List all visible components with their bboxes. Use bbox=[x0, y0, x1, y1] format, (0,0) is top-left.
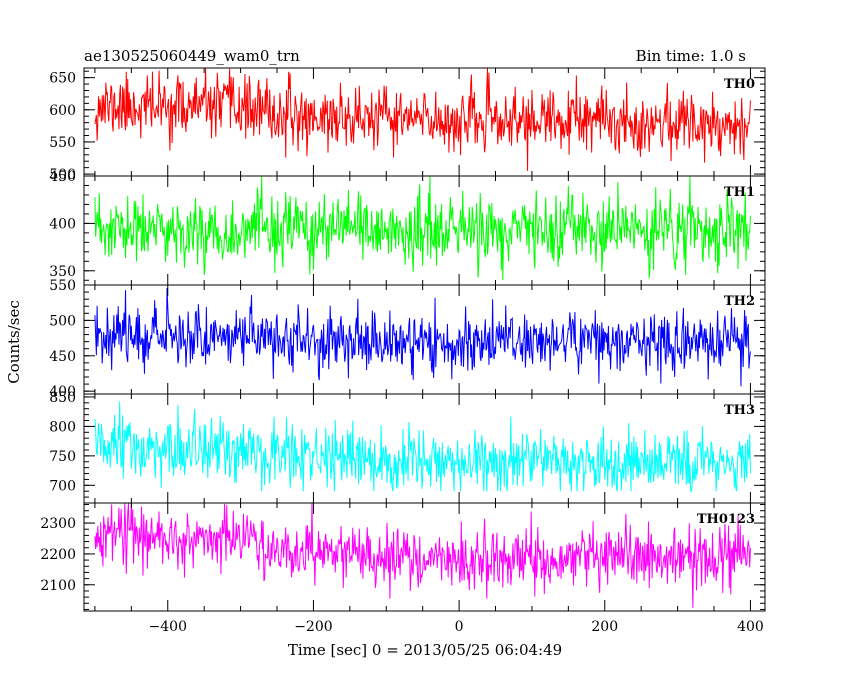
x-axis-labels: −400 −200 0 200 400 bbox=[149, 619, 764, 635]
y-tick-label: 450 bbox=[49, 349, 76, 365]
y-tick-label: 2100 bbox=[40, 578, 76, 594]
panel-th0123: 2100 2200 2300 TH0123 bbox=[40, 502, 766, 612]
y-tick-label: 2300 bbox=[40, 516, 76, 532]
y-tick-label: 800 bbox=[49, 419, 76, 435]
panel-label-th0123: TH0123 bbox=[697, 512, 755, 527]
panel-th3: 700 750 800 850 TH3 bbox=[49, 390, 766, 504]
y-axis-title: Counts/sec bbox=[5, 300, 23, 384]
y-tick-label: 550 bbox=[49, 135, 76, 151]
y-tick-label: 700 bbox=[49, 478, 76, 494]
y-tick-label: 650 bbox=[49, 71, 76, 87]
x-axis-title: Time [sec] 0 = 2013/05/25 06:04:49 bbox=[288, 641, 562, 659]
x-tick-label: 400 bbox=[737, 619, 764, 635]
x-tick-label: −200 bbox=[294, 619, 332, 635]
y-tick-label: 450 bbox=[49, 169, 76, 185]
y-tick-label: 550 bbox=[49, 278, 76, 294]
series-line-th0 bbox=[94, 68, 751, 171]
series-line-th2 bbox=[94, 288, 751, 387]
panel-label-th1: TH1 bbox=[724, 185, 755, 200]
panel-label-th2: TH2 bbox=[724, 294, 755, 309]
y-tick-label: 400 bbox=[49, 216, 76, 232]
y-tick-label: 600 bbox=[49, 103, 76, 119]
y-tick-label: 750 bbox=[49, 449, 76, 465]
series-line-th1 bbox=[94, 176, 751, 280]
x-tick-label: −400 bbox=[149, 619, 187, 635]
file-name-label: ae130525060449_wam0_trn bbox=[84, 47, 300, 65]
panel-label-th0: TH0 bbox=[724, 77, 755, 92]
x-tick-label: 0 bbox=[455, 619, 464, 635]
y-tick-label: 400 bbox=[49, 384, 76, 400]
y-tick-label: 350 bbox=[49, 264, 76, 280]
series-line-th3 bbox=[94, 401, 751, 492]
series-line-th0123 bbox=[94, 503, 751, 608]
bin-time-label: Bin time: 1.0 s bbox=[636, 47, 746, 65]
y-tick-label: 500 bbox=[49, 167, 76, 183]
panel-th1: 350 400 450 TH1 bbox=[49, 169, 766, 286]
y-tick-label: 850 bbox=[49, 390, 76, 406]
panel-label-th3: TH3 bbox=[724, 403, 755, 418]
y-tick-label: 2200 bbox=[40, 547, 76, 563]
y-tick-label: 500 bbox=[49, 313, 76, 329]
panel-frame bbox=[83, 502, 766, 612]
x-tick-label: 200 bbox=[591, 619, 618, 635]
